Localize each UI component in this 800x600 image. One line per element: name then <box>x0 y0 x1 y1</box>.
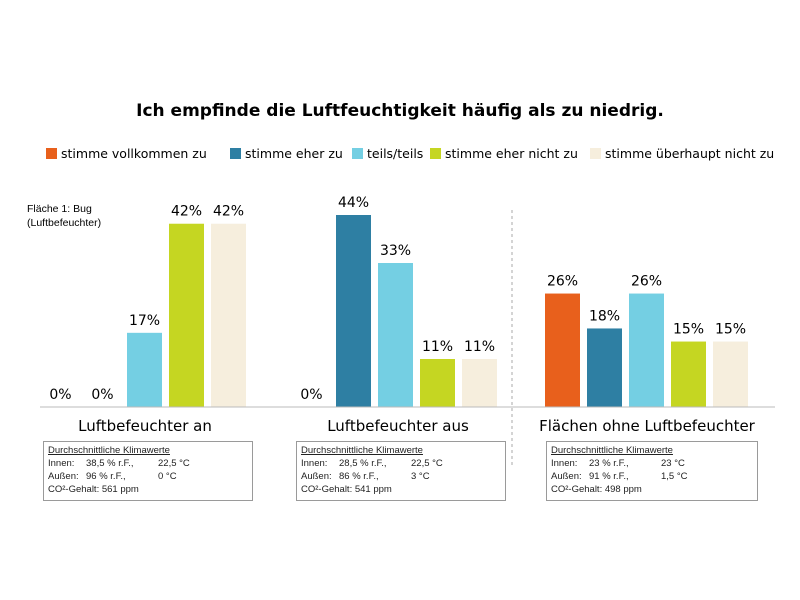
row-label: Außen: <box>301 471 332 482</box>
bar-value-label: 11% <box>464 339 495 355</box>
bar <box>420 359 455 407</box>
legend-swatch <box>352 148 363 159</box>
bar-value-label: 26% <box>547 274 578 290</box>
legend-swatch <box>590 148 601 159</box>
humidity-value: 96 % r.F., <box>86 471 126 482</box>
temperature-value: 22,5 °C <box>411 458 443 469</box>
bar <box>211 223 246 407</box>
legend: stimme vollkommen zu stimme eher zu teils/… <box>46 146 774 161</box>
temperature-value: 23 °C <box>661 458 685 469</box>
bar <box>629 293 664 407</box>
climate-box-header: Durchschnittliche Klimawerte <box>48 445 170 456</box>
bar-value-label: 15% <box>673 322 704 338</box>
climate-box: Durchschnittliche Klimawerte Innen: 28,5 %… <box>296 441 506 501</box>
outside-values-row: Außen: 86 % r.F., 3 °C <box>301 470 501 483</box>
humidity-value: 28,5 % r.F., <box>339 458 387 469</box>
legend-label: stimme vollkommen zu <box>61 146 207 161</box>
bar <box>169 223 204 407</box>
co2-value: CO²-Gehalt: 541 ppm <box>301 484 392 495</box>
bar <box>545 293 580 407</box>
bar-value-label: 26% <box>631 274 662 290</box>
outside-values-row: Außen: 91 % r.F., 1,5 °C <box>551 470 753 483</box>
temperature-value: 0 °C <box>158 471 177 482</box>
inside-values-row: Innen: 23 % r.F., 23 °C <box>551 457 753 470</box>
co2-value: CO²-Gehalt: 561 ppm <box>48 484 139 495</box>
legend-label: teils/teils <box>367 146 423 161</box>
bar-value-label: 42% <box>213 204 244 220</box>
temperature-value: 22,5 °C <box>158 458 190 469</box>
climate-box-header: Durchschnittliche Klimawerte <box>551 445 673 456</box>
row-label: Außen: <box>551 471 582 482</box>
climate-box-header: Durchschnittliche Klimawerte <box>301 445 423 456</box>
category-label: Luftbefeuchter an <box>78 417 212 435</box>
category-label: Luftbefeuchter aus <box>327 417 469 435</box>
row-label: Außen: <box>48 471 79 482</box>
bar <box>671 341 706 407</box>
category-label: Flächen ohne Luftbefeuchter <box>539 417 756 435</box>
bar <box>336 215 371 407</box>
legend-label: stimme eher zu <box>245 146 343 161</box>
bars: 0% 0% 17% 42% 42% 0% 44% 33% 11% 11% 26% 18% 26% 15% 1… <box>49 195 748 407</box>
annotation-line-1: Fläche 1: Bug <box>27 203 92 215</box>
bar-value-label: 15% <box>715 322 746 338</box>
group-labels: Luftbefeuchter an Luftbefeuchter aus Fläch… <box>78 417 756 435</box>
climate-box: Durchschnittliche Klimawerte Innen: 23 % r… <box>546 441 758 501</box>
co2-value: CO²-Gehalt: 498 ppm <box>551 484 642 495</box>
temperature-value: 1,5 °C <box>661 471 688 482</box>
humidity-value: 91 % r.F., <box>589 471 629 482</box>
outside-values-row: Außen: 96 % r.F., 0 °C <box>48 470 248 483</box>
legend-label: stimme überhaupt nicht zu <box>605 146 774 161</box>
bar <box>378 263 413 407</box>
bar-value-label: 0% <box>300 387 322 403</box>
climate-box: Durchschnittliche Klimawerte Innen: 38,5 %… <box>43 441 253 501</box>
bar-value-label: 42% <box>171 204 202 220</box>
bar-value-label: 18% <box>589 308 620 324</box>
legend-swatch <box>46 148 57 159</box>
bar <box>587 328 622 407</box>
bar-value-label: 11% <box>422 339 453 355</box>
bar <box>713 341 748 407</box>
row-label: Innen: <box>48 458 75 469</box>
inside-values-row: Innen: 28,5 % r.F., 22,5 °C <box>301 457 501 470</box>
humidity-value: 86 % r.F., <box>339 471 379 482</box>
annotation-line-2: (Luftbefeuchter) <box>27 217 101 229</box>
legend-swatch <box>230 148 241 159</box>
bar-value-label: 33% <box>380 243 411 259</box>
humidity-value: 38,5 % r.F., <box>86 458 134 469</box>
bar <box>462 359 497 407</box>
legend-swatch <box>430 148 441 159</box>
temperature-value: 3 °C <box>411 471 430 482</box>
bar-value-label: 17% <box>129 313 160 329</box>
bar-value-label: 0% <box>91 387 113 403</box>
bar-value-label: 44% <box>338 195 369 211</box>
bar-value-label: 0% <box>49 387 71 403</box>
chart-title: Ich empfinde die Luftfeuchtigkeit häufig… <box>136 101 664 121</box>
row-label: Innen: <box>551 458 578 469</box>
row-label: Innen: <box>301 458 328 469</box>
legend-label: stimme eher nicht zu <box>445 146 578 161</box>
bar <box>127 332 162 407</box>
inside-values-row: Innen: 38,5 % r.F., 22,5 °C <box>48 457 248 470</box>
humidity-value: 23 % r.F., <box>589 458 629 469</box>
